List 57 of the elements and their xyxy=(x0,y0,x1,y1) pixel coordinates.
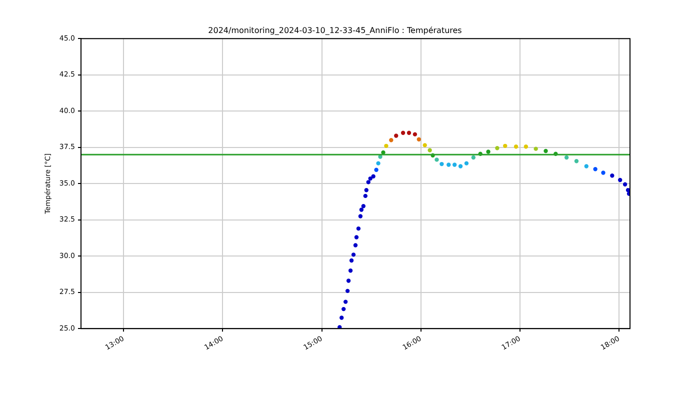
point xyxy=(348,268,353,273)
point xyxy=(412,132,418,136)
point xyxy=(574,159,579,164)
point xyxy=(384,144,388,148)
point xyxy=(389,138,394,142)
point xyxy=(349,258,354,263)
point xyxy=(400,130,406,135)
point xyxy=(374,168,378,172)
point xyxy=(495,146,500,150)
point xyxy=(416,137,422,142)
point xyxy=(434,158,439,162)
point xyxy=(363,194,368,198)
point xyxy=(364,188,368,192)
point xyxy=(452,162,457,167)
point xyxy=(338,325,342,329)
point xyxy=(346,278,351,283)
point xyxy=(366,180,370,184)
point xyxy=(534,146,538,151)
point xyxy=(394,134,398,138)
point xyxy=(626,192,630,196)
point xyxy=(524,144,528,149)
point xyxy=(622,182,628,186)
point xyxy=(564,155,569,160)
point xyxy=(342,306,346,312)
point xyxy=(359,208,364,212)
point xyxy=(368,176,372,181)
point xyxy=(376,161,380,166)
point xyxy=(503,144,508,148)
point xyxy=(343,300,348,304)
point xyxy=(371,174,376,178)
point xyxy=(593,167,598,172)
point xyxy=(354,235,359,240)
point xyxy=(353,243,358,248)
point xyxy=(458,164,463,168)
point xyxy=(610,174,614,178)
point xyxy=(358,214,363,218)
point xyxy=(361,204,366,208)
point xyxy=(471,155,476,160)
chart-title: 2024/monitoring_2024-03-10_12-33-45_AnniFlo : Températures xyxy=(208,26,462,35)
point xyxy=(351,252,356,257)
point xyxy=(440,162,444,166)
point xyxy=(601,170,606,175)
point xyxy=(464,161,469,166)
point xyxy=(428,148,432,152)
point xyxy=(486,150,490,154)
point xyxy=(544,148,548,154)
point xyxy=(378,154,382,159)
point xyxy=(446,162,451,167)
point xyxy=(584,164,588,168)
point xyxy=(345,288,350,294)
point xyxy=(406,130,412,135)
point xyxy=(626,188,630,192)
point xyxy=(340,316,344,320)
point xyxy=(514,144,518,149)
point xyxy=(356,226,361,231)
point xyxy=(618,178,622,182)
point xyxy=(422,143,427,148)
